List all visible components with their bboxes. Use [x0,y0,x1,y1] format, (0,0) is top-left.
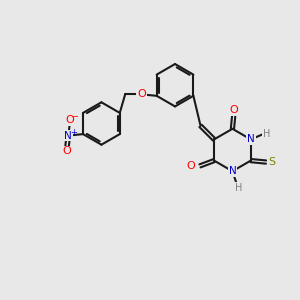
Text: H: H [263,129,270,139]
Text: −: − [71,112,78,121]
Text: N: N [64,130,72,141]
Text: N: N [247,134,255,144]
Text: H: H [235,183,242,193]
Text: O: O [230,105,238,115]
Text: O: O [65,115,74,125]
Text: N: N [229,166,236,176]
Text: O: O [187,161,196,171]
Text: +: + [70,128,77,136]
Text: S: S [268,157,275,167]
Text: O: O [137,89,146,99]
Text: O: O [62,146,71,157]
